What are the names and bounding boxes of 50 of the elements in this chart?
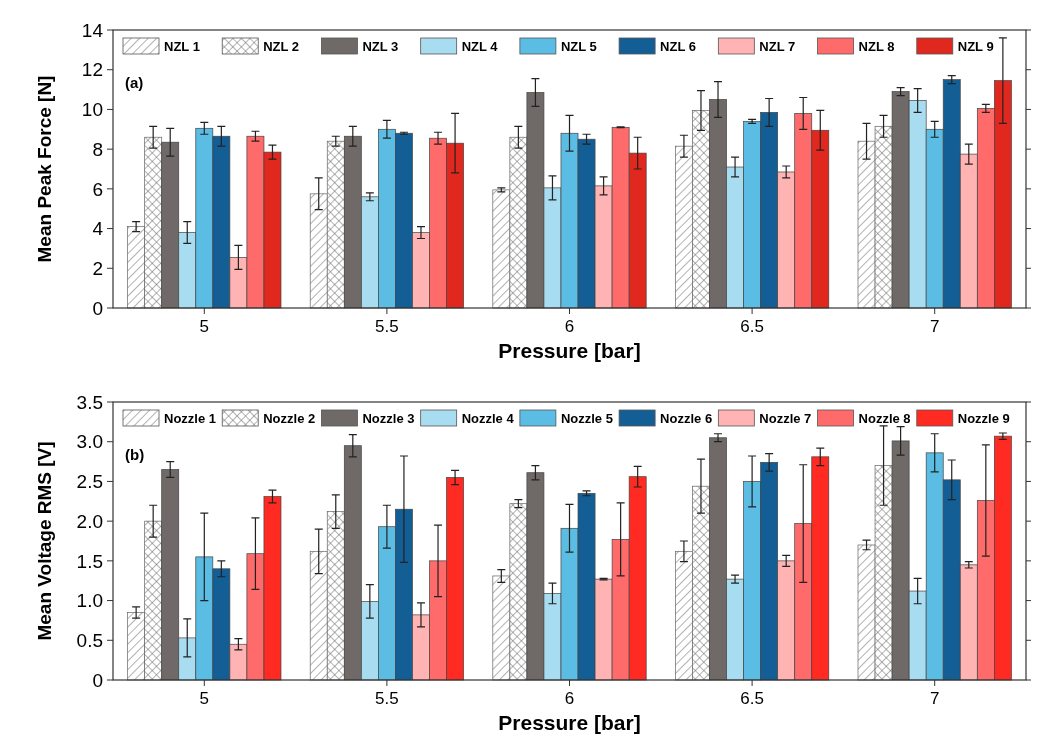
legend-label: NZL 5 — [560, 39, 597, 54]
y-axis-title: Mean Peak Force [N] — [34, 75, 55, 263]
x-tick-label: 5.5 — [375, 317, 399, 336]
legend-label: Nozzle 2 — [263, 411, 316, 426]
legend-label: NZL 4 — [461, 39, 499, 54]
legend-label: NZL 9 — [957, 39, 994, 54]
legend-label: Nozzle 8 — [858, 411, 911, 426]
legend-label: Nozzle 1 — [164, 411, 217, 426]
y-tick-label: 4 — [92, 218, 104, 240]
y-tick-label: 0.5 — [76, 629, 103, 651]
x-tick-label: 6.5 — [740, 317, 764, 336]
x-tick-label: 6.5 — [740, 689, 764, 708]
y-tick-label: 3.0 — [76, 431, 103, 453]
y-tick-label: 14 — [81, 19, 104, 41]
x-tick-label: 5.5 — [375, 689, 399, 708]
y-tick-label: 2.5 — [76, 471, 103, 493]
x-tick-label: 7 — [929, 689, 940, 708]
legend-label: Nozzle 6 — [660, 411, 713, 426]
y-tick-label: 0 — [92, 669, 103, 691]
x-axis-title: Pressure [bar] — [498, 339, 641, 362]
annotation: (b) — [125, 446, 145, 463]
legend-label: Nozzle 4 — [461, 411, 515, 426]
x-tick-label: 7 — [929, 317, 940, 336]
y-tick-label: 12 — [81, 59, 103, 81]
y-tick-label: 2 — [92, 257, 103, 279]
x-tick-label: 6 — [564, 689, 575, 708]
y-tick-label: 1.5 — [76, 550, 103, 572]
y-tick-label: 0 — [92, 297, 103, 319]
x-tick-label: 5 — [199, 317, 210, 336]
y-axis-title: Mean Voltage RMS [V] — [34, 441, 55, 641]
legend-label: NZL 7 — [759, 39, 796, 54]
x-tick-label: 6 — [564, 317, 575, 336]
legend-label: NZL 6 — [660, 39, 696, 54]
legend-label: NZL 3 — [362, 39, 399, 54]
legend-label: NZL 1 — [164, 39, 200, 54]
legend-label: Nozzle 9 — [957, 411, 1010, 426]
legend-label: NZL 2 — [263, 39, 300, 54]
y-tick-label: 8 — [92, 138, 103, 160]
y-tick-label: 10 — [81, 99, 103, 121]
legend-label: Nozzle 5 — [560, 411, 613, 426]
x-tick-label: 5 — [199, 689, 210, 708]
y-tick-label: 1.0 — [76, 590, 103, 612]
legend-label: Nozzle 3 — [362, 411, 415, 426]
legend-label: Nozzle 7 — [759, 411, 812, 426]
legend-label: NZL 8 — [858, 39, 895, 54]
y-tick-label: 3.5 — [76, 391, 103, 413]
y-tick-label: 6 — [92, 178, 103, 200]
y-tick-label: 2.0 — [76, 510, 103, 532]
x-axis-title: Pressure [bar] — [498, 711, 641, 734]
annotation: (a) — [125, 74, 144, 91]
